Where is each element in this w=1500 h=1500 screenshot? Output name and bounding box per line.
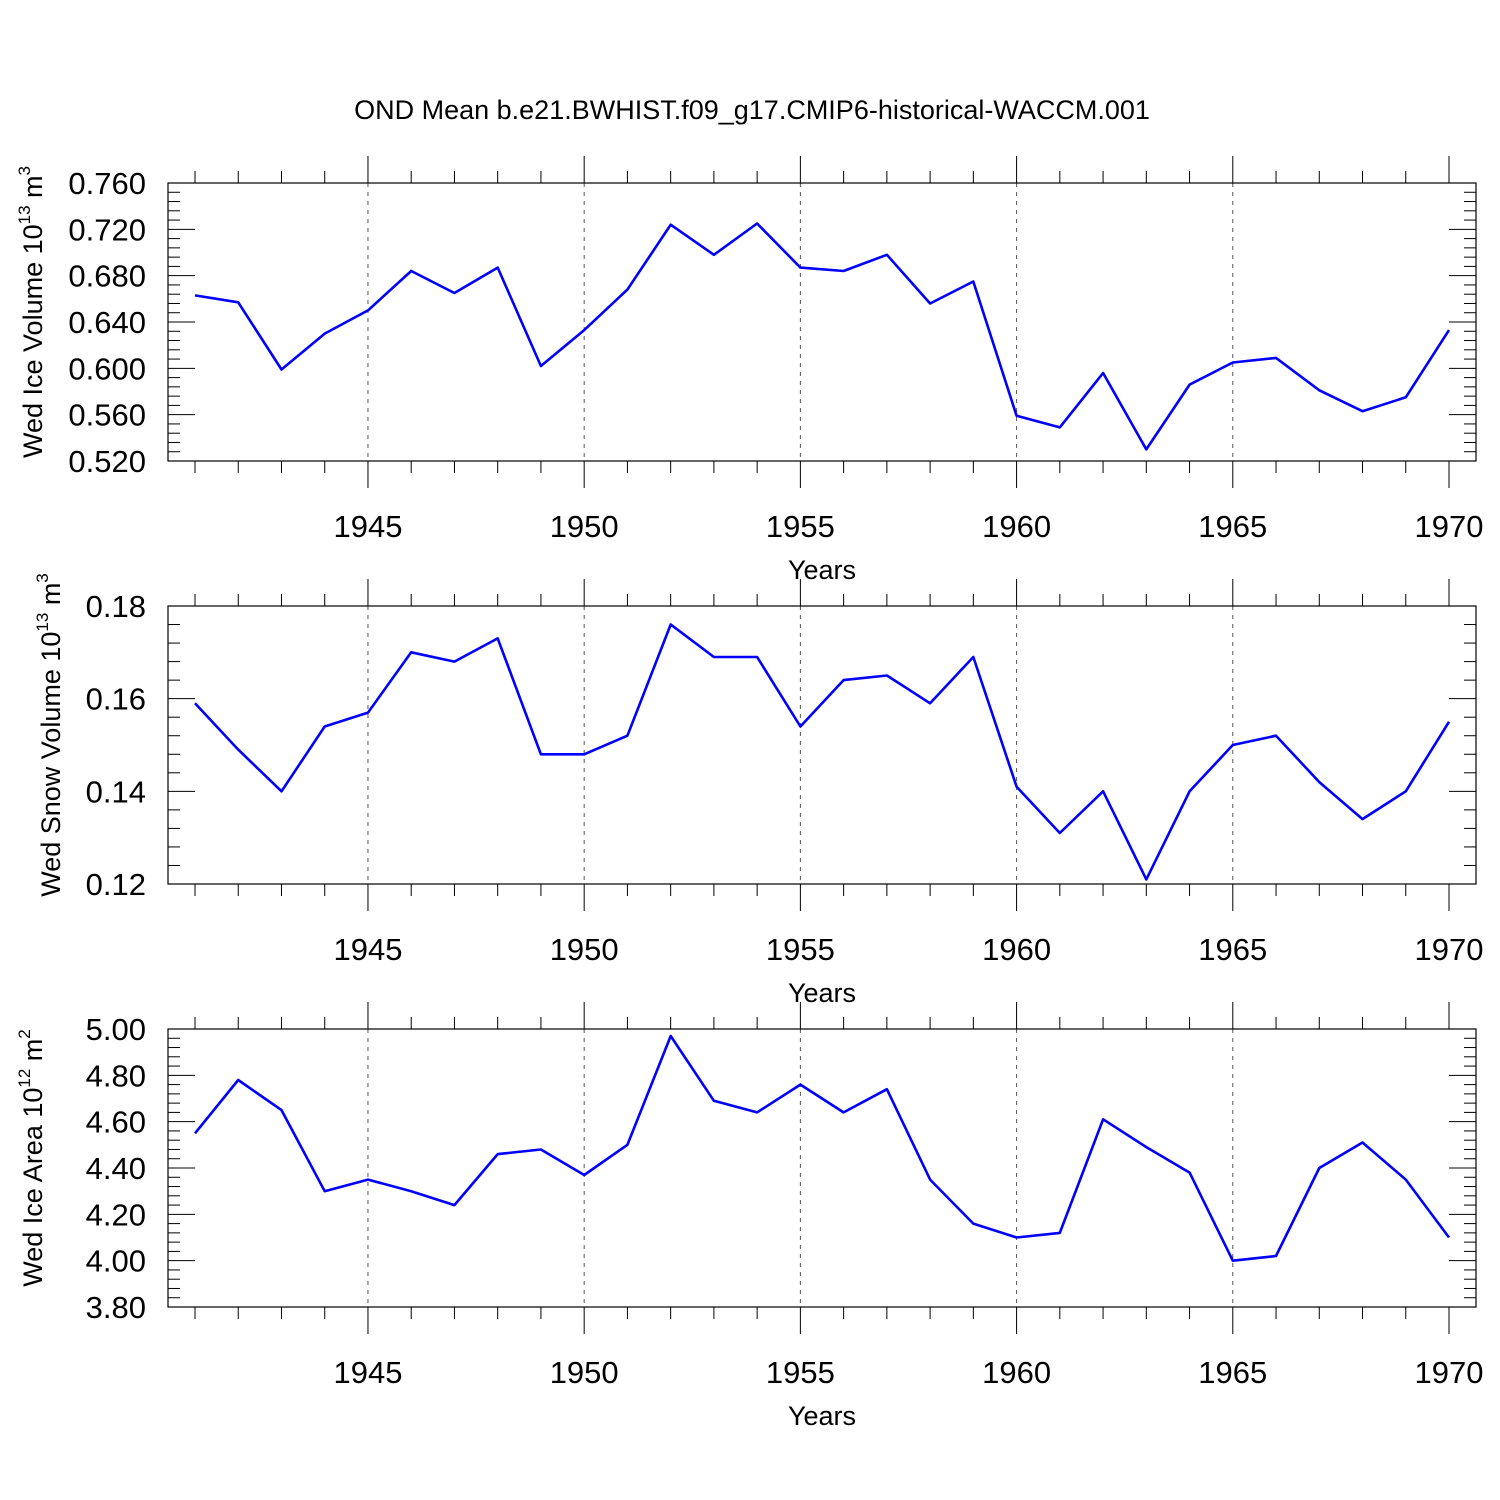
y-tick-label: 0.760 <box>68 166 146 201</box>
y-tick-label: 4.00 <box>86 1244 146 1279</box>
x-axis-label: Years <box>788 555 856 585</box>
figure-title: OND Mean b.e21.BWHIST.f09_g17.CMIP6-hist… <box>354 95 1150 125</box>
x-axis-label: Years <box>788 1401 856 1431</box>
y-tick-label: 0.12 <box>86 867 146 902</box>
y-tick-label: 0.680 <box>68 259 146 294</box>
x-tick-label: 1965 <box>1198 932 1267 967</box>
x-tick-label: 1950 <box>550 932 619 967</box>
plot-frame <box>167 1028 1477 1308</box>
y-tick-label: 0.720 <box>68 212 146 247</box>
panel-3: 3.80 4.00 4.20 4.40 4.60 4.80 5.00 1945 1950 1955… <box>15 1002 1483 1431</box>
x-axis-label: Years <box>788 978 856 1008</box>
y-tick-label: 0.18 <box>86 589 146 624</box>
y-axis-label: Wed Snow Volume 1013 m3 <box>33 573 66 897</box>
x-tick-label: 1965 <box>1198 509 1267 544</box>
x-tick-label: 1945 <box>333 509 402 544</box>
y-axis-label: Wed Ice Volume 1013 m3 <box>15 166 48 458</box>
x-tick-label: 1960 <box>982 932 1051 967</box>
y-tick-label: 4.20 <box>86 1197 146 1232</box>
y-tick-label: 4.80 <box>86 1058 146 1093</box>
series-line-wed-snow-volume <box>194 623 1451 881</box>
panel-1: 0.520 0.560 0.600 0.640 0.680 0.720 0.760 1945 1… <box>15 156 1483 585</box>
y-tick-label: 0.560 <box>68 398 146 433</box>
x-tick-label: 1955 <box>766 1355 835 1390</box>
x-tick-label: 1950 <box>550 1355 619 1390</box>
x-tick-label: 1950 <box>550 509 619 544</box>
y-tick-label: 0.14 <box>86 774 146 809</box>
y-axis-label: Wed Ice Area 1012 m2 <box>15 1029 48 1287</box>
y-tick-label: 0.520 <box>68 444 146 479</box>
x-tick-label: 1945 <box>333 1355 402 1390</box>
y-tick-label: 4.40 <box>86 1151 146 1186</box>
y-tick-label: 5.00 <box>86 1012 146 1047</box>
x-tick-label: 1960 <box>982 509 1051 544</box>
panel-2: 0.12 0.14 0.16 0.18 1945 1950 1955 1960 1965 1970… <box>33 573 1483 1008</box>
series-line-wed-ice-volume <box>194 222 1451 451</box>
y-tick-label: 0.16 <box>86 682 146 717</box>
y-tick-label: 0.640 <box>68 305 146 340</box>
series-line-wed-ice-area <box>193 1034 1451 1262</box>
x-tick-label: 1945 <box>333 932 402 967</box>
x-tick-label: 1965 <box>1198 1355 1267 1390</box>
y-tick-label: 3.80 <box>86 1290 146 1325</box>
x-tick-label: 1955 <box>766 509 835 544</box>
x-tick-label: 1970 <box>1415 509 1484 544</box>
x-tick-label: 1960 <box>982 1355 1051 1390</box>
y-tick-label: 4.60 <box>86 1105 146 1140</box>
x-tick-label: 1970 <box>1415 932 1484 967</box>
x-tick-label: 1955 <box>766 932 835 967</box>
y-tick-label: 0.600 <box>68 351 146 386</box>
plot-frame <box>167 605 1477 885</box>
plot-frame <box>167 182 1477 462</box>
x-tick-label: 1970 <box>1415 1355 1484 1390</box>
